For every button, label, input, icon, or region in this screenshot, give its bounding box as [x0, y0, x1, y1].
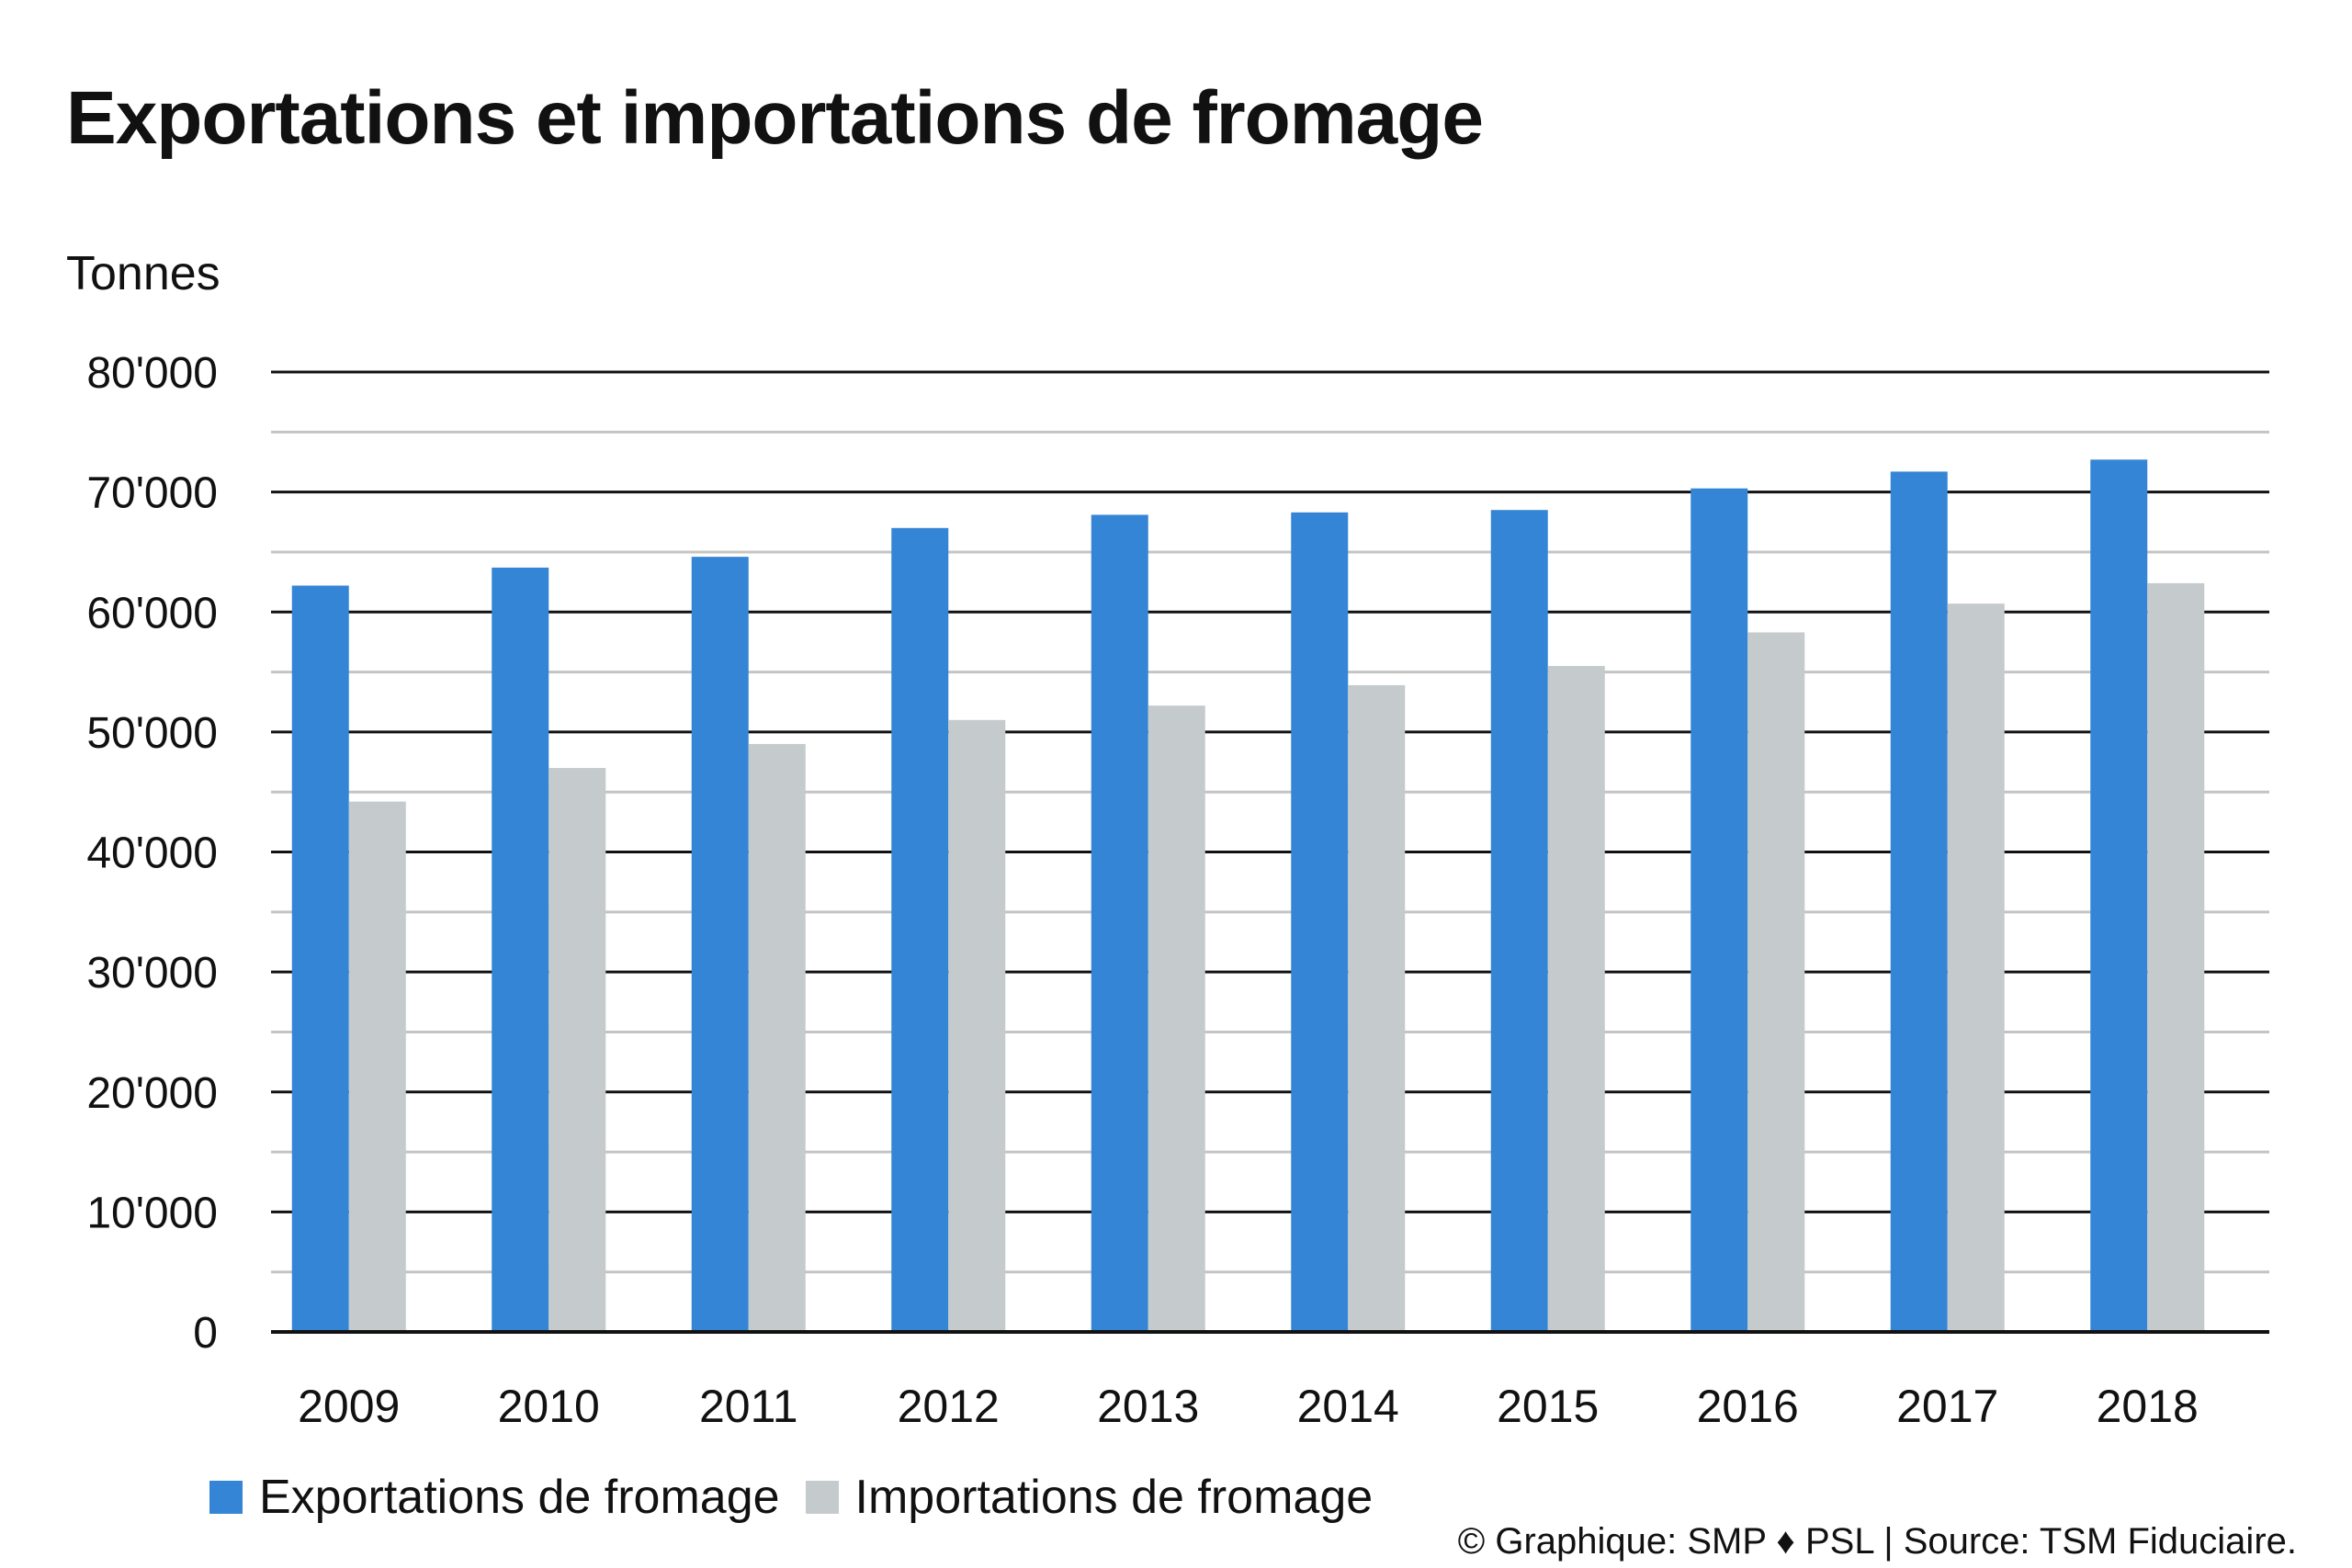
- bar-imports: [1148, 705, 1205, 1332]
- y-tick-label: 40'000: [86, 829, 218, 878]
- y-tick-label: 80'000: [86, 349, 218, 398]
- bar-imports: [1547, 666, 1605, 1332]
- chart-title: Exportations et importations de fromage: [66, 76, 1484, 160]
- legend-swatch-exports: [209, 1481, 243, 1514]
- bar-imports: [1348, 684, 1406, 1332]
- bar-imports: [2147, 582, 2205, 1332]
- x-tick-label: 2017: [1896, 1381, 1998, 1432]
- bar-imports: [1747, 632, 1805, 1332]
- bar-imports: [748, 743, 806, 1332]
- y-tick-label: 70'000: [86, 469, 218, 518]
- bar-imports: [1947, 604, 2005, 1332]
- x-tick-label: 2018: [2097, 1381, 2199, 1432]
- y-axis-unit-label: Tonnes: [66, 247, 220, 300]
- y-tick-label: 30'000: [86, 949, 218, 998]
- x-tick-label: 2010: [498, 1381, 600, 1432]
- legend-swatch-imports: [805, 1481, 839, 1514]
- bar-imports: [948, 719, 1006, 1332]
- bar-exports: [492, 567, 549, 1332]
- bar-exports: [1890, 471, 1948, 1332]
- bar-exports: [1490, 510, 1548, 1332]
- y-tick-label: 50'000: [86, 709, 218, 758]
- legend: Exportations de fromage Importations de …: [209, 1470, 1398, 1525]
- x-tick-label: 2013: [1097, 1381, 1199, 1432]
- bar-exports: [1291, 512, 1349, 1332]
- bar-exports: [891, 527, 949, 1332]
- bar-imports: [548, 768, 606, 1332]
- y-tick-label: 60'000: [86, 589, 218, 637]
- source-credit: © Graphique: SMP ♦ PSL | Source: TSM Fid…: [1457, 1521, 2297, 1562]
- x-tick-label: 2015: [1497, 1381, 1599, 1432]
- x-tick-label: 2014: [1297, 1381, 1399, 1432]
- bar-exports: [1690, 488, 1748, 1332]
- legend-item-imports: Importations de fromage: [805, 1470, 1374, 1525]
- y-tick-label: 0: [193, 1309, 218, 1358]
- x-tick-label: 2011: [699, 1381, 798, 1432]
- bar-imports: [348, 801, 406, 1332]
- bar-chart: 0 10'000 20'000 30'000 40'000 50'000 60'000 70'…: [86, 349, 2269, 1432]
- y-tick-label: 10'000: [86, 1189, 218, 1237]
- x-tick-label: 2009: [298, 1381, 400, 1432]
- x-tick-label: 2016: [1697, 1381, 1799, 1432]
- legend-label-exports: Exportations de fromage: [259, 1471, 780, 1524]
- bar-exports: [1091, 514, 1148, 1332]
- legend-item-exports: Exportations de fromage: [209, 1470, 780, 1525]
- legend-label-imports: Importations de fromage: [854, 1471, 1374, 1524]
- y-tick-label: 20'000: [86, 1069, 218, 1118]
- bar-exports: [291, 585, 349, 1332]
- bar-exports: [691, 557, 749, 1332]
- bar-exports: [2090, 459, 2148, 1332]
- x-tick-label: 2012: [898, 1381, 1000, 1432]
